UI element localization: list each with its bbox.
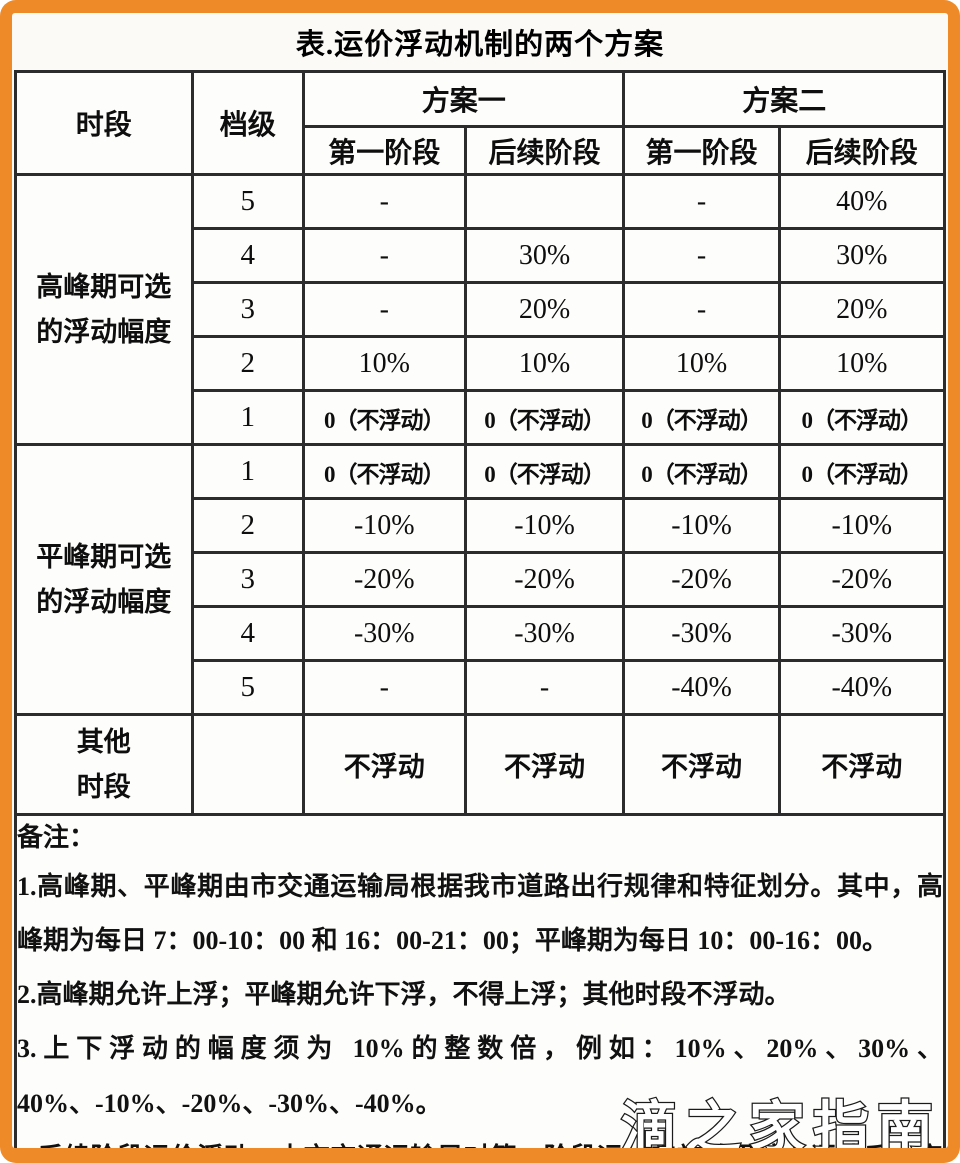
header-scheme2: 方案二 (622, 70, 946, 128)
value-cell: 10% (777, 335, 947, 392)
value-cell: - (301, 227, 467, 284)
tier-cell: 4 (190, 605, 305, 662)
table-row: 4 -30% -30% -30% -30% (16, 605, 947, 662)
value-cell: -40% (777, 659, 947, 716)
notes-section: 备注： 1.高峰期、平峰期由市交通运输局根据我市道路出行规律和特征划分。其中，高… (14, 813, 946, 1148)
value-cell: -10% (777, 497, 947, 554)
header-scheme1-stage1: 第一阶段 (301, 125, 467, 176)
value-cell: 0（不浮动） (301, 389, 467, 446)
table-row: 3 -20% -20% -20% -20% (16, 551, 947, 608)
tier-cell: 1 (190, 443, 305, 500)
value-cell: - (301, 281, 467, 338)
value-cell: - (463, 659, 626, 716)
value-cell: -20% (622, 551, 781, 608)
value-cell: -10% (622, 497, 781, 554)
value-cell: -10% (463, 497, 626, 554)
value-cell: 0（不浮动） (622, 443, 781, 500)
tier-cell: 1 (190, 389, 305, 446)
tier-cell: 2 (190, 497, 305, 554)
value-cell: 20% (463, 281, 626, 338)
header-row-schemes: 时段 档级 方案一 方案二 (14, 70, 946, 176)
notes-label: 备注： (17, 823, 96, 852)
other-label-line2: 时段 (76, 771, 131, 802)
value-cell: 40% (777, 173, 947, 230)
header-row-stages: 第一阶段 后续阶段 第一阶段 后续阶段 (16, 125, 947, 176)
document-panel: 表.运价浮动机制的两个方案 时段 档级 方案一 方案二 第一阶段 后续阶段 第一… (12, 13, 948, 1148)
value-cell: 0（不浮动） (622, 389, 781, 446)
value-cell: 30% (463, 227, 626, 284)
value-cell: 10% (622, 335, 781, 392)
value-cell: -20% (463, 551, 626, 608)
tier-cell: 5 (190, 173, 305, 230)
table-row: 平峰期可选 的浮动幅度 1 0（不浮动） 0（不浮动） 0（不浮动） 0（不浮动… (14, 443, 947, 716)
value-cell: -30% (463, 605, 626, 662)
notes-row: 备注： 1.高峰期、平峰期由市交通运输局根据我市道路出行规律和特征划分。其中，高… (14, 813, 946, 1148)
tier-cell: 3 (190, 551, 305, 608)
value-cell: -40% (622, 659, 781, 716)
note-item-2: 2.高峰期允许上浮；平峰期允许下浮，不得上浮；其他时段不浮动。 (17, 980, 791, 1010)
table-row: 2 -10% -10% -10% -10% (16, 497, 947, 554)
table-row: 5 - - -40% -40% (16, 659, 947, 716)
tier-cell: 2 (190, 335, 305, 392)
value-cell: -30% (777, 605, 947, 662)
value-cell: 0（不浮动） (463, 389, 626, 446)
offpeak-period-label: 平峰期可选 的浮动幅度 (14, 443, 194, 716)
value-cell: - (622, 173, 781, 230)
value-cell: 不浮动 (777, 713, 947, 816)
header-time-period: 时段 (14, 70, 194, 176)
value-cell: -30% (301, 605, 467, 662)
tier-cell: 3 (190, 281, 305, 338)
value-cell (463, 173, 626, 230)
table-row: 1 0（不浮动） 0（不浮动） 0（不浮动） 0（不浮动） (16, 389, 947, 446)
value-cell: 不浮动 (622, 713, 781, 816)
tier-cell-empty (190, 713, 305, 816)
value-cell: 0（不浮动） (301, 443, 467, 500)
value-cell: - (301, 173, 467, 230)
header-scheme2-stage2: 后续阶段 (777, 125, 947, 176)
value-cell: - (622, 281, 781, 338)
value-cell: 不浮动 (463, 713, 626, 816)
peak-label-line1: 高峰期可选 (36, 271, 172, 302)
offpeak-label-line1: 平峰期可选 (36, 541, 172, 572)
value-cell: - (301, 659, 467, 716)
header-scheme1-stage2: 后续阶段 (463, 125, 626, 176)
value-cell: -30% (622, 605, 781, 662)
offpeak-label-line2: 的浮动幅度 (36, 586, 172, 617)
note-item-3: 3.上下浮动的幅度须为 10%的整数倍，例如：10%、20%、30%、40%、-… (17, 1034, 943, 1118)
value-cell: 不浮动 (301, 713, 467, 816)
peak-period-label: 高峰期可选 的浮动幅度 (14, 173, 194, 446)
value-cell: 20% (777, 281, 947, 338)
value-cell: 10% (463, 335, 626, 392)
header-scheme2-stage1: 第一阶段 (622, 125, 781, 176)
table-row: 3 - 20% - 20% (16, 281, 947, 338)
table-row: 4 - 30% - 30% (16, 227, 947, 284)
value-cell: 0（不浮动） (777, 389, 947, 446)
page-title: 表.运价浮动机制的两个方案 (295, 29, 665, 61)
header-scheme1: 方案一 (301, 70, 626, 128)
tier-cell: 5 (190, 659, 305, 716)
value-cell: -10% (301, 497, 467, 554)
tier-cell: 4 (190, 227, 305, 284)
value-cell: -20% (301, 551, 467, 608)
value-cell: - (622, 227, 781, 284)
note-item-4: 4.后续阶段运价浮动，由市交通运输局对第一阶段运价实施效果综合评估后，审慎组织实… (19, 1131, 942, 1148)
note-item-1: 1.高峰期、平峰期由市交通运输局根据我市道路出行规律和特征划分。其中，高峰期为每… (17, 872, 943, 956)
table-row: 2 10% 10% 10% 10% (16, 335, 947, 392)
header-tier: 档级 (190, 70, 305, 176)
table-row-other-periods: 其他 时段 不浮动 不浮动 不浮动 不浮动 (14, 713, 947, 816)
other-label-line1: 其他 (76, 726, 131, 757)
value-cell: -20% (777, 551, 947, 608)
table-row: 高峰期可选 的浮动幅度 5 - - 40% (14, 173, 947, 446)
fare-float-table: 时段 档级 方案一 方案二 第一阶段 后续阶段 第一阶段 后续阶段 高峰期可选 … (14, 70, 947, 1148)
value-cell: 10% (301, 335, 467, 392)
value-cell: 0（不浮动） (463, 443, 626, 500)
value-cell: 30% (777, 227, 947, 284)
other-period-label: 其他 时段 (14, 713, 194, 816)
peak-label-line2: 的浮动幅度 (36, 316, 172, 347)
value-cell: 0（不浮动） (777, 443, 947, 500)
